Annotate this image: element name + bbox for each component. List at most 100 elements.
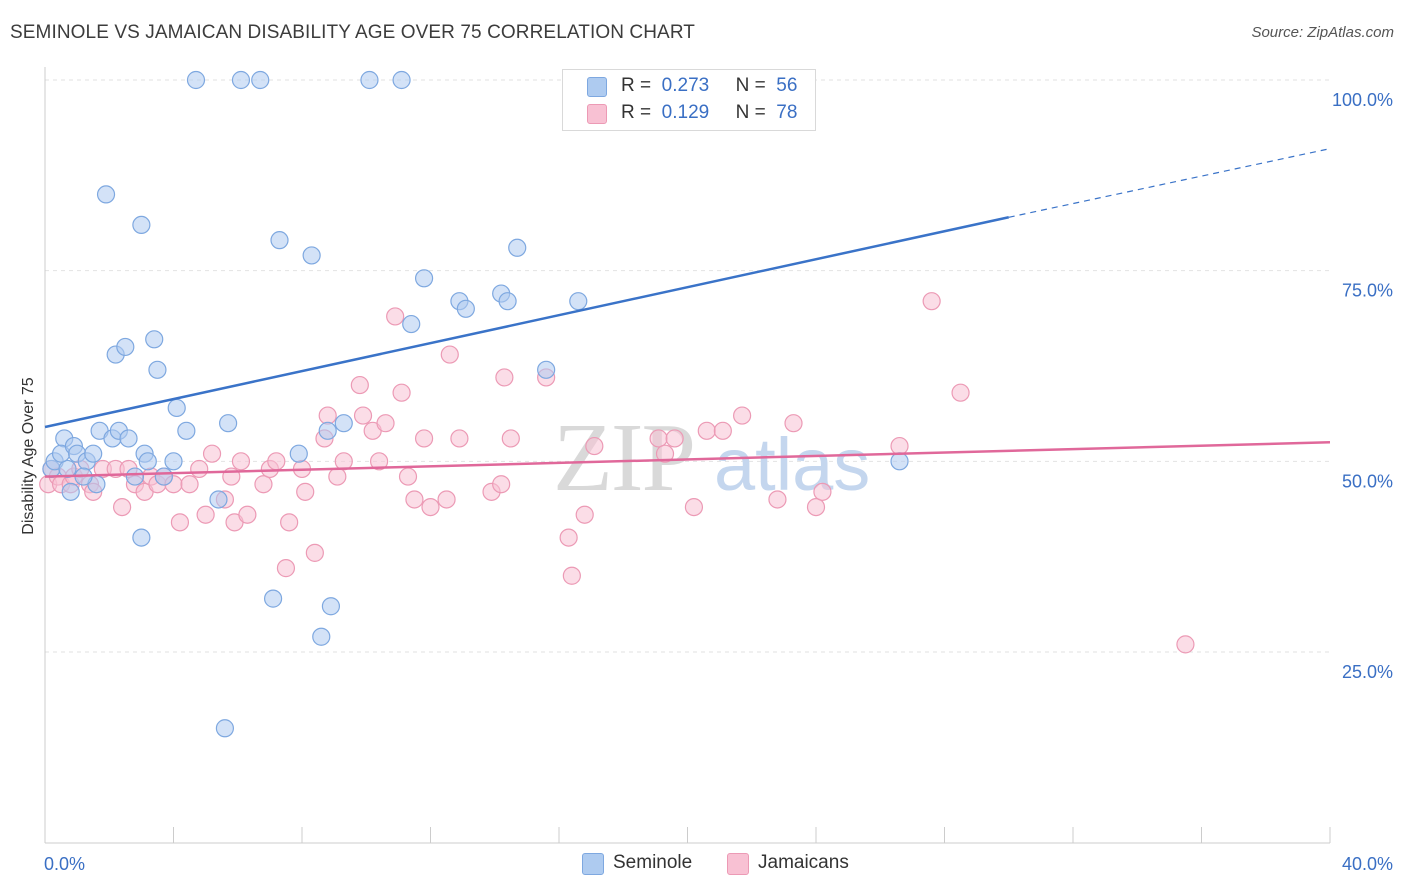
- seminole-trend-extension: [1008, 148, 1331, 218]
- data-point: [180, 475, 199, 494]
- seminole-legend-label: Seminole: [613, 852, 693, 873]
- source-credit: Source: ZipAtlas.com: [1251, 24, 1394, 41]
- data-point: [405, 490, 424, 509]
- y-tick-label: 100.0%: [1332, 90, 1393, 110]
- axes: [44, 67, 1331, 844]
- data-point: [498, 292, 517, 311]
- data-point: [267, 452, 286, 471]
- data-point: [263, 589, 283, 608]
- n-label: N =: [735, 102, 766, 123]
- r-label: R =: [621, 75, 652, 96]
- data-point: [164, 452, 183, 471]
- legend-text-jamaicans: R = 0.129 N = 78: [621, 102, 797, 124]
- data-point: [697, 421, 716, 440]
- data-point: [655, 444, 675, 463]
- data-point: [414, 269, 434, 288]
- data-point: [289, 444, 308, 463]
- data-point: [376, 414, 395, 433]
- data-point: [370, 452, 389, 471]
- data-point: [537, 360, 556, 379]
- data-point: [784, 414, 803, 433]
- data-point: [350, 375, 369, 395]
- data-point: [575, 505, 594, 524]
- data-point: [501, 429, 520, 448]
- data-point: [167, 398, 186, 418]
- data-point: [138, 452, 157, 471]
- data-point: [58, 459, 77, 479]
- n-label: N =: [735, 75, 766, 96]
- data-point: [145, 330, 164, 349]
- data-point: [202, 444, 222, 463]
- data-point: [768, 490, 787, 509]
- seminole-legend-swatch: [582, 853, 604, 875]
- data-point: [890, 436, 909, 456]
- r-value: 0.129: [661, 102, 710, 123]
- data-point: [585, 436, 604, 456]
- data-point: [219, 414, 238, 433]
- jamaicans-trend-line: [44, 441, 1331, 478]
- data-point: [713, 421, 732, 440]
- data-point: [312, 627, 331, 646]
- data-point: [402, 314, 421, 334]
- x-tick-label: 0.0%: [44, 854, 85, 874]
- n-value: 78: [776, 102, 798, 123]
- data-point: [951, 383, 970, 402]
- r-label: R =: [621, 102, 652, 123]
- jamaicans-legend-swatch: [727, 853, 749, 875]
- legend-text-seminole: R = 0.273 N = 56: [621, 75, 797, 97]
- data-point: [1176, 635, 1195, 654]
- data-point: [450, 429, 469, 448]
- correlation-legend: R = 0.273 N = 56 R = 0.129 N = 78: [562, 69, 816, 131]
- data-point: [270, 231, 289, 250]
- data-point: [562, 566, 581, 585]
- data-point: [437, 490, 456, 509]
- data-point: [186, 70, 206, 90]
- data-point: [116, 337, 135, 357]
- data-point: [392, 383, 411, 402]
- chart-title: SEMINOLE VS JAMAICAN DISABILITY AGE OVER…: [10, 22, 695, 43]
- data-point: [733, 406, 752, 425]
- data-point: [132, 215, 151, 235]
- y-tick-label: 75.0%: [1342, 281, 1393, 301]
- data-point: [456, 299, 475, 318]
- data-point: [440, 345, 459, 364]
- data-point: [209, 490, 228, 509]
- data-point: [321, 597, 341, 616]
- data-point: [559, 528, 578, 547]
- data-point: [495, 368, 514, 387]
- gridlines: [45, 79, 1330, 653]
- data-point: [649, 429, 668, 448]
- data-point: [353, 406, 373, 425]
- data-point: [360, 70, 379, 90]
- data-point: [238, 505, 257, 524]
- data-point: [96, 185, 116, 204]
- data-point: [196, 505, 215, 524]
- data-point: [154, 467, 173, 486]
- data-point: [177, 421, 196, 440]
- data-point: [569, 292, 588, 311]
- seminole-points: [42, 70, 909, 738]
- seminole-swatch: [587, 77, 607, 97]
- data-point: [684, 497, 704, 517]
- data-point: [334, 414, 353, 433]
- data-point: [170, 513, 190, 532]
- data-point: [132, 528, 151, 547]
- data-point: [280, 513, 299, 532]
- y-tick-label: 50.0%: [1342, 471, 1393, 491]
- data-point: [148, 360, 167, 379]
- watermark-atlas: atlas: [714, 423, 870, 506]
- data-point: [492, 475, 511, 494]
- r-value: 0.273: [661, 75, 710, 96]
- data-point: [414, 429, 434, 448]
- data-point: [922, 292, 941, 311]
- data-point: [231, 452, 251, 471]
- data-point: [806, 497, 826, 517]
- seminole-trend-line: [44, 216, 1010, 429]
- x-tick-label: 40.0%: [1342, 854, 1393, 874]
- data-point: [276, 559, 296, 578]
- data-point: [61, 482, 80, 501]
- data-point: [328, 467, 347, 486]
- data-point: [813, 482, 832, 501]
- data-point: [392, 70, 411, 90]
